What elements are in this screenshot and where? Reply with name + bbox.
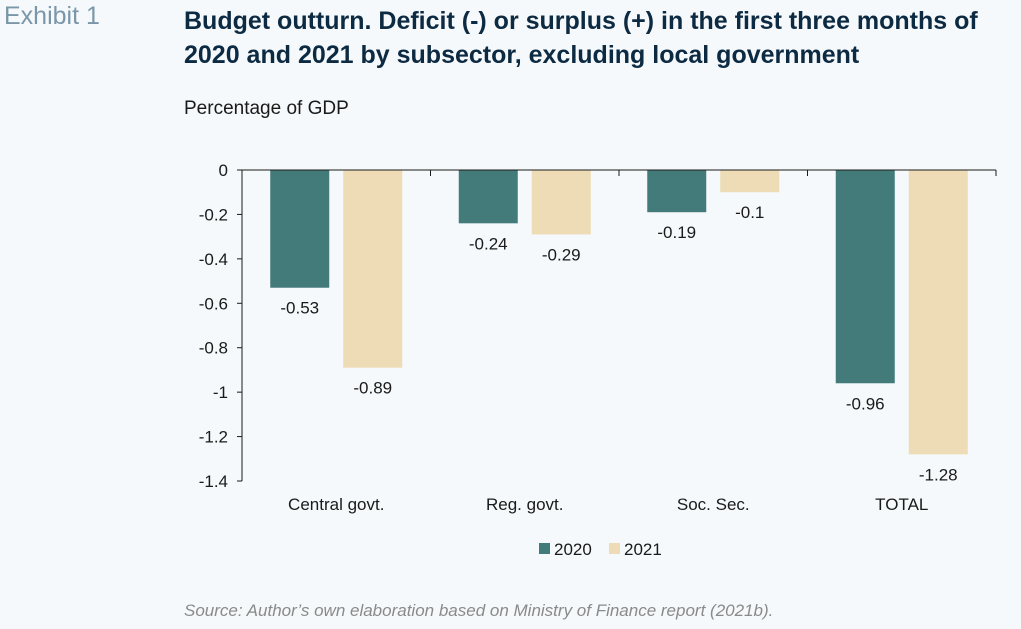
legend-swatch-2020	[539, 543, 550, 554]
bar-2020	[647, 170, 707, 213]
data-label: -0.24	[469, 234, 508, 253]
x-category-label: Soc. Sec.	[677, 495, 750, 514]
legend-swatch-2021	[609, 543, 620, 554]
y-tick-label: -1.2	[199, 428, 228, 447]
source-note: Source: Author’s own elaboration based o…	[184, 601, 774, 620]
legend-label-2020: 2020	[554, 540, 592, 559]
bar-2020	[458, 170, 518, 224]
y-tick-label: 0	[219, 161, 228, 180]
y-tick-label: -1	[213, 383, 228, 402]
bar-2020	[835, 170, 895, 384]
x-category-label: TOTAL	[875, 495, 928, 514]
chart-title: Budget outturn. Deficit (-) or surplus (…	[184, 7, 978, 69]
data-label: -0.29	[542, 245, 581, 264]
y-tick-label: -0.6	[199, 294, 228, 313]
bar-chart: 0 -0.2 -0.4 -0.6 -0.8 -1 -1.2 -1.4 -0.53 -0.89 Cen…	[199, 161, 997, 559]
data-label: -0.53	[280, 299, 319, 318]
data-label: -0.96	[846, 394, 885, 413]
bar-2021	[531, 170, 591, 235]
y-tick-label: -0.2	[199, 205, 228, 224]
y-tick-label: -0.8	[199, 339, 228, 358]
data-label: -0.89	[353, 379, 392, 398]
data-label: -1.28	[919, 465, 958, 484]
x-category-label: Central govt.	[288, 495, 384, 514]
bar-2021	[908, 170, 968, 455]
y-tick-label: -1.4	[199, 472, 228, 491]
bar-2021	[720, 170, 780, 193]
data-label: -0.1	[735, 203, 764, 222]
exhibit-label: Exhibit 1	[4, 2, 100, 30]
x-category-label: Reg. govt.	[486, 495, 564, 514]
data-label: -0.19	[657, 223, 696, 242]
y-tick-label: -0.4	[199, 250, 228, 269]
bar-2020	[270, 170, 330, 288]
chart-subtitle: Percentage of GDP	[184, 98, 349, 119]
legend-label-2021: 2021	[624, 540, 662, 559]
bar-2021	[343, 170, 403, 368]
